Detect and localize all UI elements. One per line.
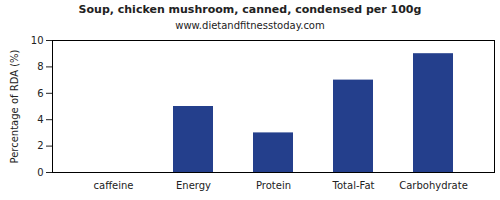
svg-text:6: 6 <box>37 88 43 99</box>
svg-text:Protein: Protein <box>256 180 291 191</box>
svg-text:0: 0 <box>37 167 43 178</box>
svg-text:10: 10 <box>31 35 44 46</box>
svg-text:Carbohydrate: Carbohydrate <box>399 180 468 191</box>
svg-text:caffeine: caffeine <box>94 180 134 191</box>
svg-text:Total-Fat: Total-Fat <box>332 180 375 191</box>
html-text:www.dietandfitnesstoday.com: www.dietandfitnesstoday.com <box>175 20 325 31</box>
svg-text:8: 8 <box>37 61 43 72</box>
svg-text:Percentage of RDA (%): Percentage of RDA (%) <box>9 49 20 163</box>
svg-text:Energy: Energy <box>176 180 211 191</box>
html-text:Soup, chicken mushroom, canned: Soup, chicken mushroom, canned, condense… <box>78 3 422 16</box>
svg-text:2: 2 <box>37 140 43 151</box>
svg-text:4: 4 <box>37 114 43 125</box>
